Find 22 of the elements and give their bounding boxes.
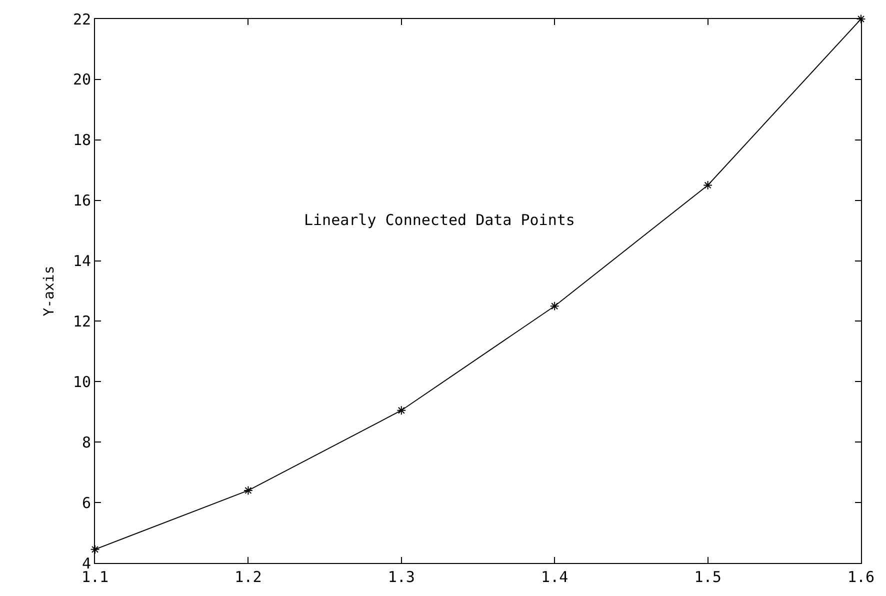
x-tick-label: 1.5 — [694, 568, 722, 586]
y-tick-label: 12 — [72, 312, 91, 330]
y-tick-label: 10 — [72, 372, 91, 391]
point — [856, 14, 866, 24]
point — [90, 544, 100, 554]
y-tick-label: 16 — [72, 192, 91, 210]
x-tick-label: 1.4 — [541, 568, 568, 586]
y-axis-title: Y-axis — [42, 266, 58, 316]
y-tick-label: 22 — [72, 10, 91, 28]
point — [396, 406, 406, 416]
y-tick-label: 20 — [72, 70, 91, 89]
x-tick-label: 1.3 — [388, 568, 415, 586]
point — [703, 180, 712, 190]
annotation: Linearly Connected Data Points — [304, 211, 575, 229]
x-tick-label: 1.2 — [234, 568, 262, 586]
y-tick-label: 18 — [72, 131, 91, 150]
point — [244, 486, 253, 496]
point — [550, 301, 560, 311]
y-tick-label: 14 — [72, 252, 91, 270]
y-tick-label: 6 — [82, 494, 91, 512]
x-tick-label: 1.6 — [847, 568, 875, 586]
y-tick-label: 8 — [82, 433, 91, 452]
